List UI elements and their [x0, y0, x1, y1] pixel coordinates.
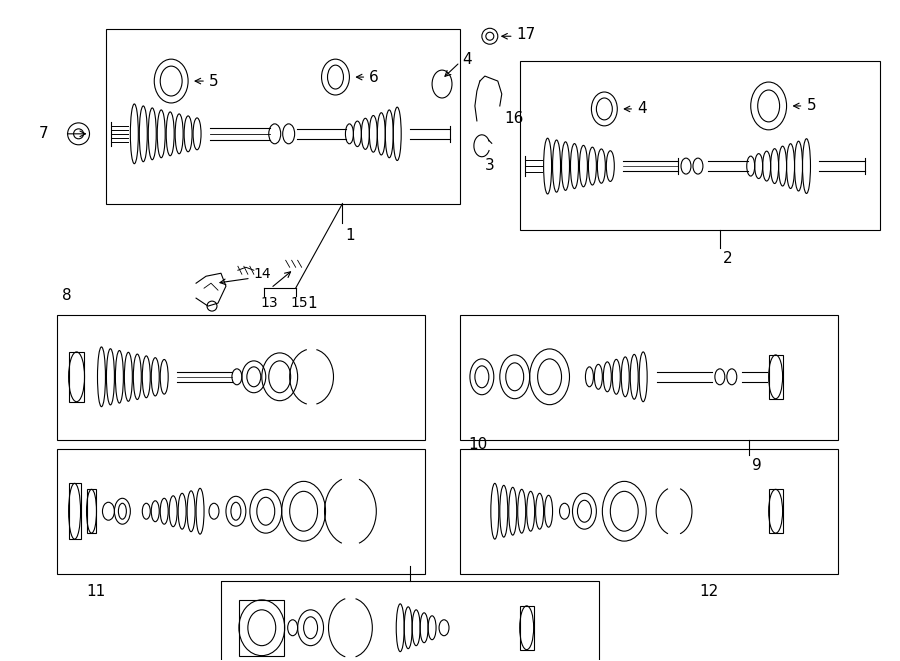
Text: 11: 11 [86, 584, 106, 600]
Text: 3: 3 [485, 158, 495, 173]
Text: 4: 4 [462, 52, 472, 67]
Bar [769, 355, 783, 399]
Text: 12: 12 [699, 584, 718, 600]
Text: 1: 1 [308, 295, 317, 311]
Bar [238, 600, 284, 656]
Bar [460, 315, 839, 440]
Bar [769, 489, 783, 533]
Text: 8: 8 [61, 288, 71, 303]
Text: 6: 6 [369, 69, 379, 85]
Text: 1: 1 [346, 228, 356, 243]
Text: 5: 5 [209, 73, 219, 89]
Text: 17: 17 [517, 26, 536, 42]
Bar [68, 352, 84, 402]
Text: 4: 4 [637, 101, 647, 116]
Text: 15: 15 [291, 296, 309, 310]
Bar [519, 606, 534, 650]
Text: 5: 5 [806, 98, 816, 114]
Text: 7: 7 [39, 126, 49, 141]
Bar [57, 449, 425, 574]
Bar [86, 489, 96, 533]
Bar [460, 449, 839, 574]
Bar [106, 29, 460, 204]
Bar [221, 581, 599, 661]
Bar [57, 315, 425, 440]
Text: 16: 16 [505, 112, 524, 126]
Text: 14: 14 [254, 267, 272, 281]
Bar [68, 483, 81, 539]
Text: 2: 2 [723, 251, 733, 266]
Text: 13: 13 [261, 296, 278, 310]
Text: 10: 10 [468, 437, 487, 452]
Text: 9: 9 [752, 458, 761, 473]
Bar [519, 61, 880, 231]
